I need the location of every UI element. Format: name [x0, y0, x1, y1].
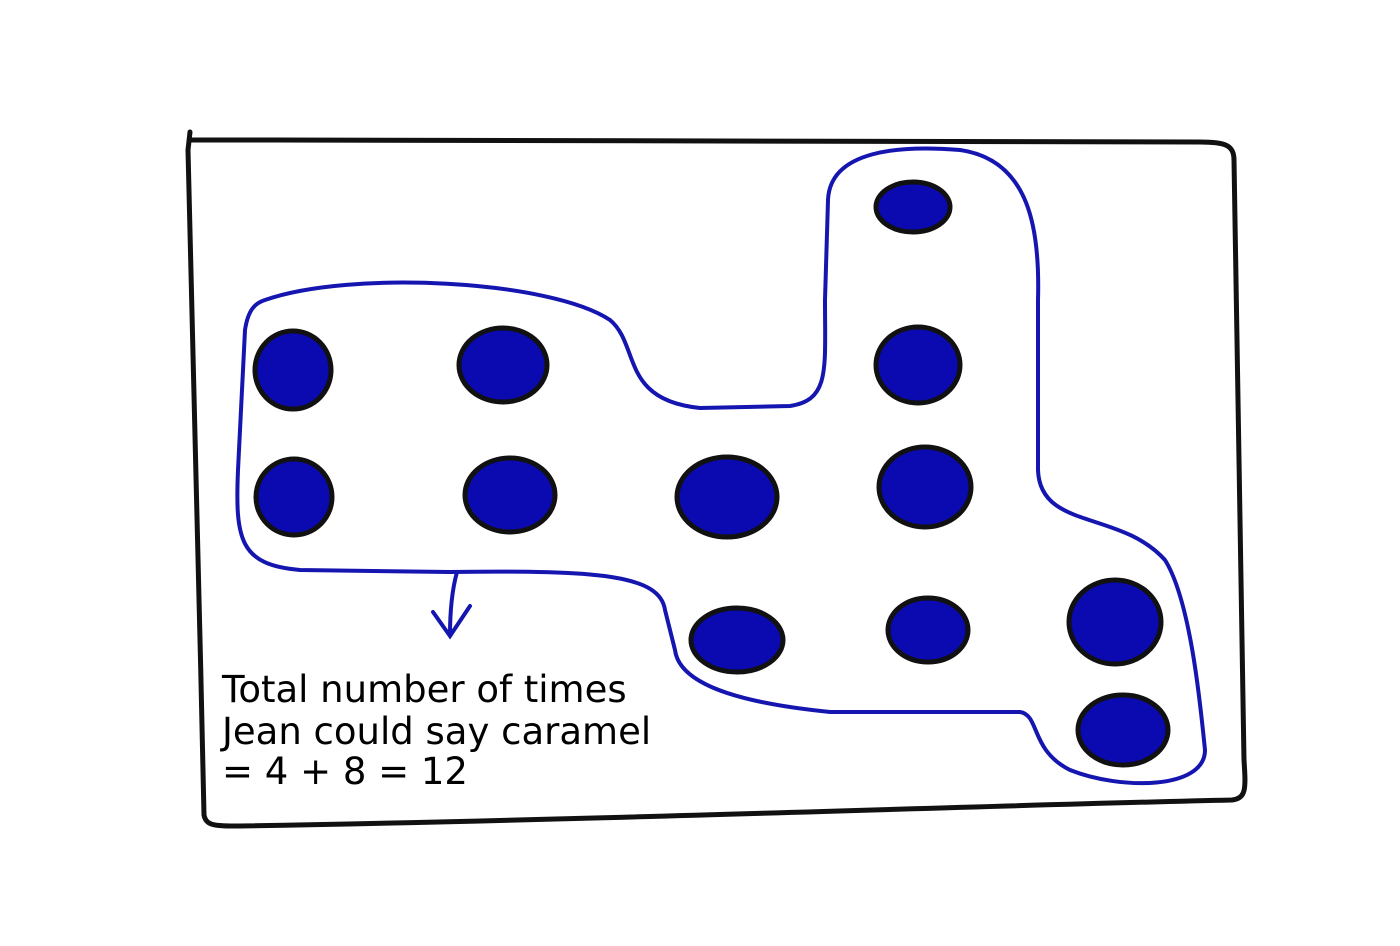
dot	[252, 328, 334, 412]
dot	[876, 444, 974, 530]
dot	[873, 324, 963, 406]
dot	[1075, 692, 1171, 768]
dot	[1066, 577, 1164, 667]
dot	[674, 454, 780, 540]
dots	[252, 179, 1171, 768]
dot	[456, 325, 550, 405]
group-outline	[235, 146, 1208, 786]
note-line: Total number of times	[221, 668, 627, 711]
dot	[253, 456, 335, 538]
note-line: Jean could say caramel	[220, 710, 651, 753]
dot	[885, 595, 971, 665]
arrow	[431, 570, 472, 640]
dot	[688, 605, 786, 675]
dot	[873, 179, 953, 235]
dot	[462, 455, 558, 535]
frame	[185, 129, 1248, 829]
note-line: = 4 + 8 = 12	[222, 750, 468, 793]
